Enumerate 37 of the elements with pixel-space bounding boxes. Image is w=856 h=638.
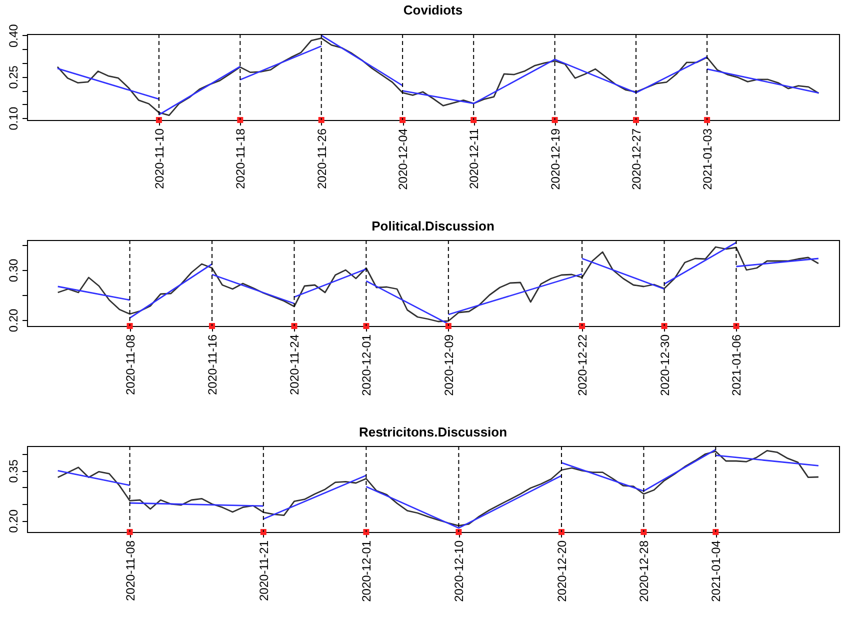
y-tick-label: 0.30 xyxy=(6,258,20,282)
y-tick-label: 0.20 xyxy=(6,509,20,533)
x-tick-label: 2020-12-01 xyxy=(360,540,374,602)
y-tick-label: 0.25 xyxy=(6,65,20,89)
x-tick-label: 2020-11-08 xyxy=(123,334,138,395)
x-tick-label: 2020-11-16 xyxy=(206,334,220,395)
x-tick-label: 2020-12-20 xyxy=(554,540,569,602)
y-tick-label: 0.20 xyxy=(6,308,20,332)
x-tick-label: 2020-12-22 xyxy=(576,334,590,396)
x-tick-label: 2020-12-30 xyxy=(658,334,672,396)
x-tick-label: 2020-12-01 xyxy=(360,334,374,396)
chart-title: Political.Discussion xyxy=(372,218,494,234)
x-tick-label: 2021-01-03 xyxy=(700,128,715,190)
line-series xyxy=(57,450,820,526)
line-series xyxy=(57,246,820,322)
x-tick-label: 2020-12-11 xyxy=(467,128,482,189)
x-tick-label: 2020-12-09 xyxy=(442,334,456,396)
x-tick-label: 2020-11-10 xyxy=(152,128,166,189)
x-tick-label: 2020-11-18 xyxy=(234,128,248,189)
x-tick-label: 2020-11-21 xyxy=(256,540,271,601)
x-tick-label: 2021-01-04 xyxy=(709,540,724,602)
x-tick-label: 2020-11-08 xyxy=(123,540,138,601)
x-tick-label: 2021-01-06 xyxy=(730,334,744,396)
x-tick-label: 2020-12-27 xyxy=(630,128,644,190)
line-series xyxy=(56,37,820,116)
chart-title: Restricitons.Discussion xyxy=(358,424,508,440)
x-tick-label: 2020-12-10 xyxy=(452,540,466,602)
x-tick-label: 2020-11-26 xyxy=(314,128,329,189)
y-tick-label: 0.35 xyxy=(6,459,20,483)
x-tick-label: 2020-11-24 xyxy=(288,334,302,395)
y-tick-label: 0.40 xyxy=(6,24,20,48)
x-tick-label: 2020-12-19 xyxy=(548,128,562,190)
x-tick-label: 2020-12-04 xyxy=(396,128,410,190)
line-series xyxy=(402,56,708,104)
y-tick-label: 0.10 xyxy=(6,106,20,130)
x-tick-label: 2020-12-28 xyxy=(637,540,652,602)
chart-title: Covidiots xyxy=(403,2,463,18)
